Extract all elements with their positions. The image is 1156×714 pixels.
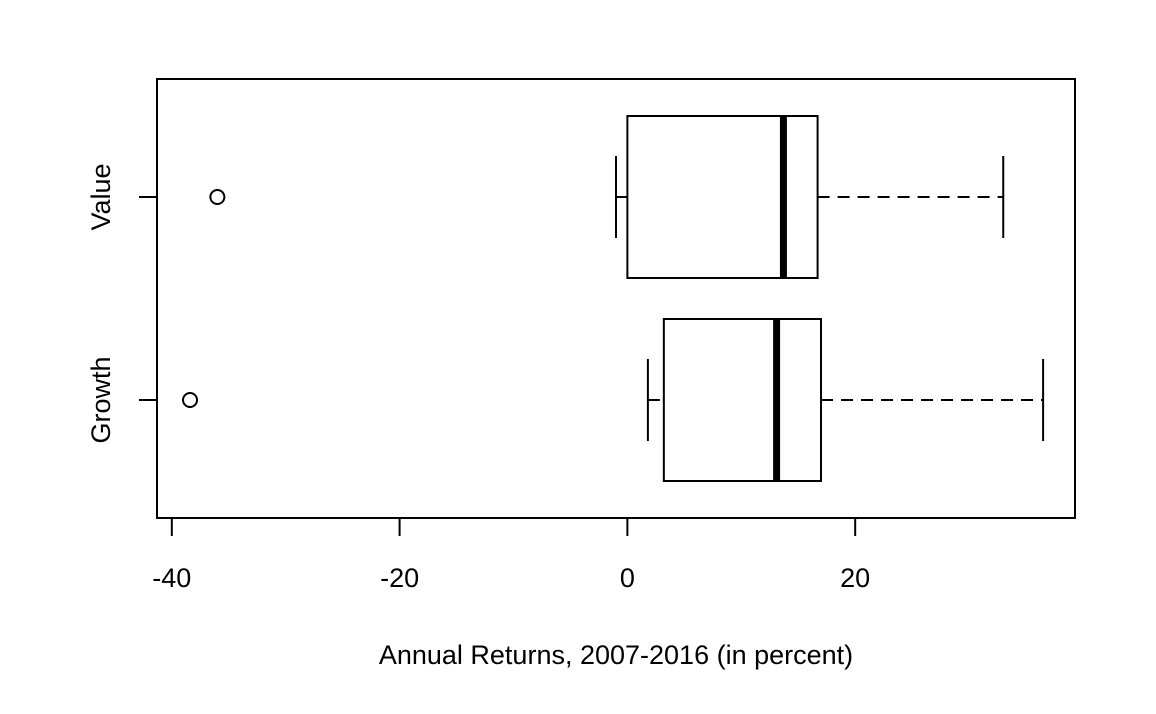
iqr-box — [626, 115, 819, 279]
x-tick-label: 0 — [620, 563, 635, 593]
x-axis: -40 -20 0 20 — [152, 517, 870, 593]
y-category-label: Growth — [86, 356, 116, 443]
boxes-layer — [182, 115, 1045, 482]
outlier-point — [209, 189, 226, 205]
outlier-point — [182, 392, 199, 408]
box-value — [209, 115, 1005, 279]
x-tick-label: -40 — [152, 563, 191, 593]
iqr-box — [662, 318, 823, 482]
y-axis: Value Growth — [86, 163, 158, 444]
x-tick-label: 20 — [840, 563, 870, 593]
y-category-label: Value — [86, 163, 116, 230]
x-tick-label: -20 — [380, 563, 419, 593]
x-axis-title: Annual Returns, 2007-2016 (in percent) — [379, 640, 853, 670]
box-growth — [182, 318, 1045, 482]
